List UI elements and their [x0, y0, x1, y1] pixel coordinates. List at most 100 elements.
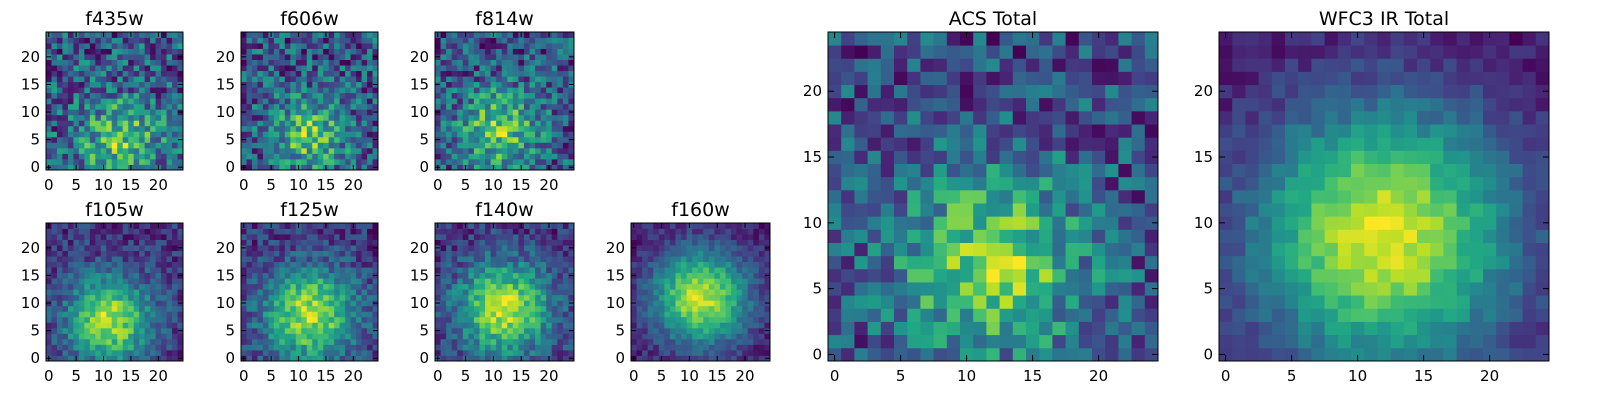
heatmap-cell [636, 272, 643, 279]
heatmap-cell [111, 125, 118, 132]
heatmap-cell [485, 32, 491, 38]
heatmap-cell [246, 125, 253, 132]
heatmap-cell [95, 289, 102, 296]
heatmap-cell [451, 278, 458, 285]
heatmap-cell [473, 120, 480, 127]
heatmap-cell [562, 153, 569, 160]
heatmap-cell [1012, 203, 1027, 217]
heatmap-cell [279, 322, 286, 329]
heatmap-cell [150, 43, 156, 49]
heatmap-cell [440, 136, 447, 143]
heatmap-cell [512, 158, 519, 165]
heatmap-cell [894, 189, 908, 204]
heatmap-cell [246, 333, 253, 340]
heatmap-cell [568, 316, 575, 323]
heatmap-cell [268, 327, 275, 334]
heatmap-cell [317, 125, 324, 132]
heatmap-cell [669, 300, 676, 307]
heatmap-cell [479, 344, 486, 351]
heatmap-cell [535, 43, 542, 49]
heatmap-cell [345, 37, 351, 44]
heatmap-cell [496, 278, 503, 285]
heatmap-cell [306, 54, 313, 60]
heatmap-cell [686, 245, 693, 251]
heatmap-cell [122, 283, 129, 290]
heatmap-cell [241, 338, 247, 345]
heatmap-cell [56, 147, 63, 154]
heatmap-cell [284, 109, 291, 116]
heatmap-cell [669, 344, 676, 351]
heatmap-cell [747, 349, 754, 356]
heatmap-cell [933, 189, 948, 204]
heatmap-cell [356, 338, 362, 345]
heatmap-cell [122, 322, 129, 329]
heatmap-cell [1144, 282, 1159, 296]
heatmap-cell [172, 87, 178, 94]
heatmap-cell [150, 239, 156, 246]
heatmap-cell [161, 43, 167, 49]
heatmap-cell [692, 316, 699, 323]
heatmap-cell [372, 70, 379, 77]
heatmap-cell [731, 338, 738, 345]
heatmap-cell [440, 333, 447, 340]
heatmap-cell [451, 87, 458, 94]
heatmap-cell [122, 131, 129, 138]
heatmap-cell [161, 311, 167, 318]
heatmap-cell [457, 355, 464, 362]
heatmap-cell [84, 272, 91, 279]
heatmap-cell [642, 349, 649, 356]
heatmap-cell [451, 98, 458, 105]
heatmap-cell [284, 289, 291, 296]
heatmap-cell [551, 81, 558, 88]
heatmap-cell [642, 234, 649, 240]
heatmap-cell [507, 153, 514, 160]
heatmap-cell [334, 261, 341, 268]
heatmap-cell [507, 37, 514, 44]
heatmap-cell [725, 278, 732, 285]
heatmap-cell [708, 349, 715, 356]
heatmap-cell [334, 300, 341, 307]
heatmap-cell [306, 311, 313, 318]
heatmap-cell [268, 59, 275, 66]
heatmap-cell [150, 294, 156, 301]
heatmap-cell [106, 32, 113, 38]
heatmap-cell [295, 333, 302, 340]
heatmap-cell [89, 256, 96, 263]
heatmap-cell [89, 355, 96, 362]
heatmap-cell [490, 48, 497, 55]
heatmap-cell [284, 98, 291, 105]
heatmap-cell [67, 32, 74, 38]
heatmap-cell [960, 255, 974, 270]
axes-frame [434, 31, 575, 171]
heatmap-cell [84, 316, 91, 323]
heatmap-cell [1052, 347, 1066, 362]
heatmap-cell [512, 283, 519, 290]
heatmap-cell [106, 164, 113, 171]
heatmap-cell [150, 142, 156, 149]
heatmap-cell [301, 228, 308, 235]
heatmap-cell [328, 147, 335, 154]
heatmap-cell [568, 114, 575, 121]
heatmap-cell [268, 37, 275, 44]
heatmap-cell [100, 103, 107, 110]
heatmap-cell [512, 234, 519, 240]
heatmap-cell [78, 158, 85, 165]
heatmap-cell [551, 98, 558, 105]
heatmap-cell [117, 267, 124, 274]
heatmap-cell [540, 147, 547, 154]
heatmap-cell [150, 114, 156, 121]
heatmap-cell [89, 228, 96, 235]
heatmap-cell [731, 223, 738, 229]
heatmap-cell [758, 355, 765, 362]
heatmap-cell [540, 305, 547, 312]
heatmap-cell [334, 344, 341, 351]
heatmap-cell [529, 120, 536, 127]
heatmap-cell [540, 76, 547, 83]
heatmap-cell [155, 109, 162, 116]
heatmap-cell [106, 131, 113, 138]
heatmap-cell [117, 131, 124, 138]
heatmap-cell [306, 92, 313, 99]
heatmap-cell [139, 37, 146, 44]
heatmap-cell [535, 355, 542, 362]
heatmap-cell [290, 114, 297, 121]
